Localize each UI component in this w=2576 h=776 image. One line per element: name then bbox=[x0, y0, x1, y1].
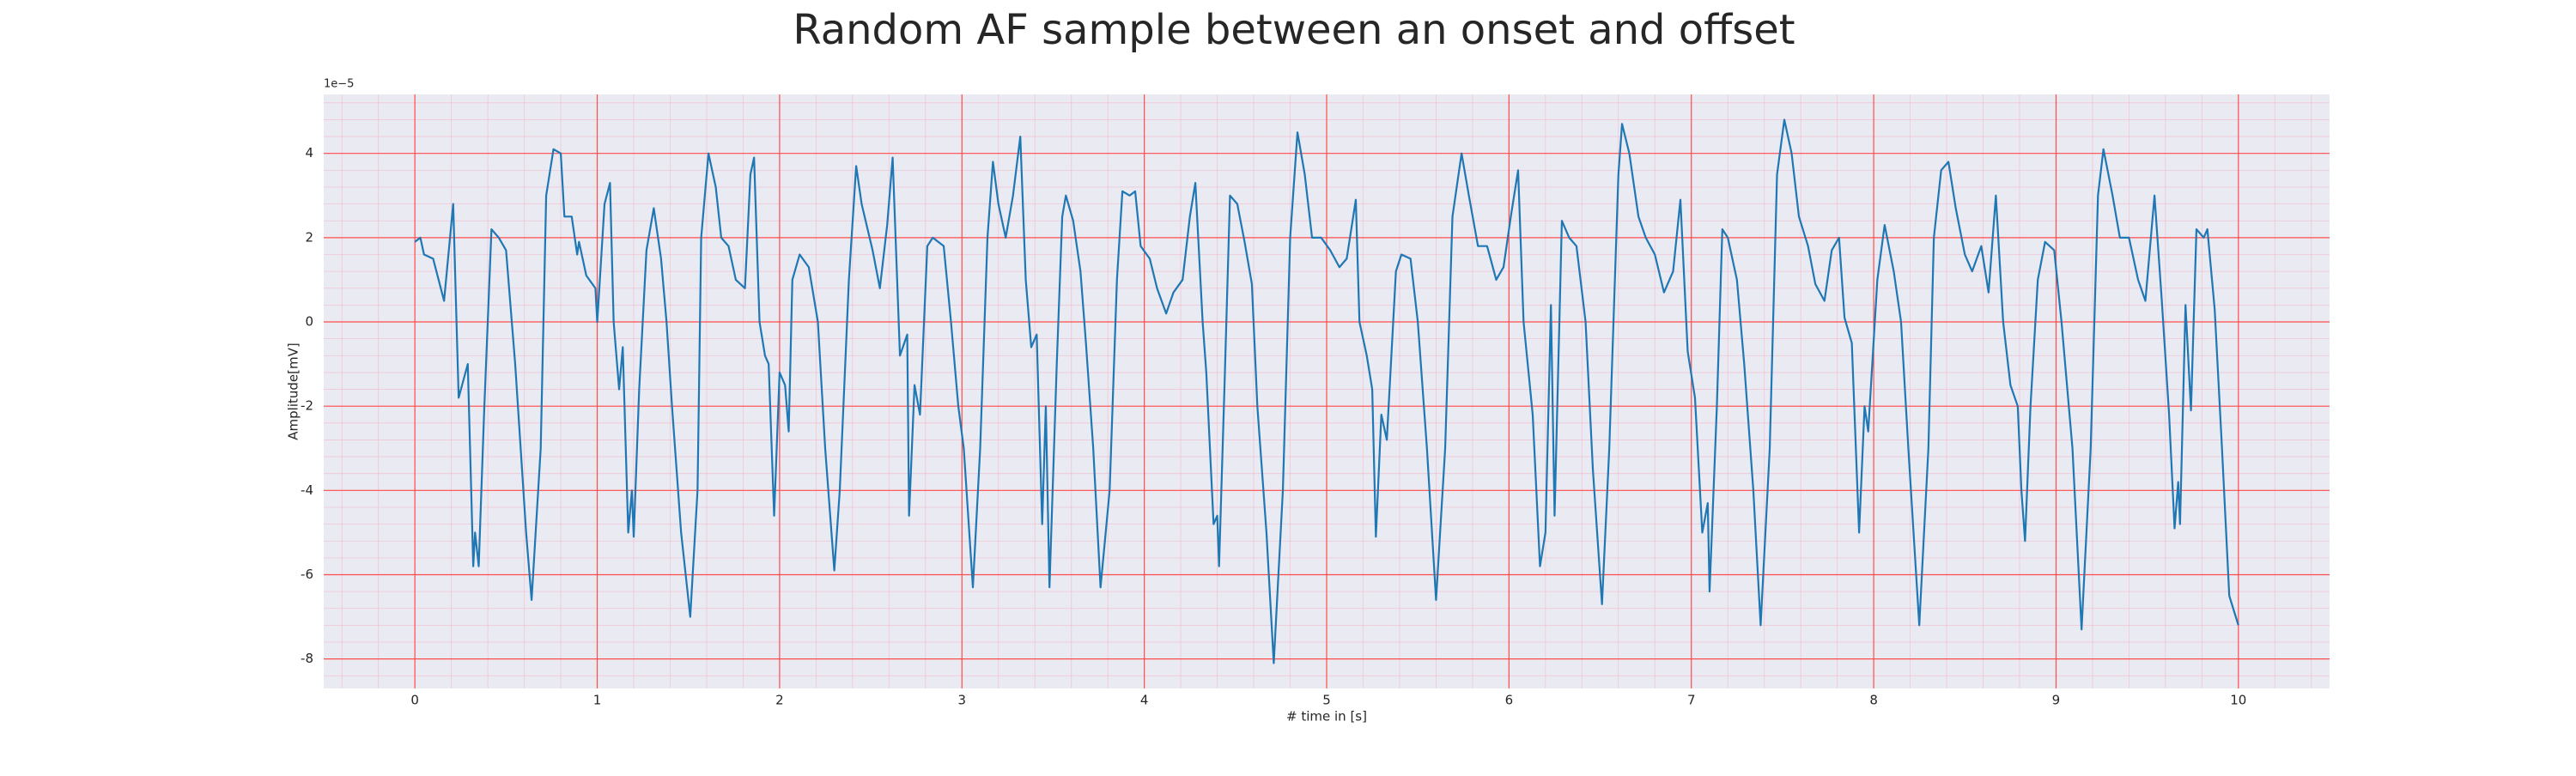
y-tick-label: 4 bbox=[305, 145, 313, 161]
y-tick-label: -4 bbox=[301, 482, 313, 498]
y-tick-label: -6 bbox=[301, 567, 313, 582]
x-tick-label: 0 bbox=[410, 693, 419, 708]
x-tick-label: 9 bbox=[2052, 693, 2061, 708]
x-axis-label: # time in [s] bbox=[1286, 709, 1367, 724]
x-tick-label: 8 bbox=[1869, 693, 1878, 708]
x-tick-label: 2 bbox=[775, 693, 784, 708]
y-tick-label: -2 bbox=[301, 398, 313, 414]
y-tick-label: -8 bbox=[301, 651, 313, 666]
y-tick-label: 2 bbox=[305, 229, 313, 245]
x-tick-label: 1 bbox=[593, 693, 602, 708]
signal-line bbox=[414, 118, 2239, 664]
chart-title: Random AF sample between an onset and of… bbox=[793, 6, 1795, 54]
x-tick-label: 4 bbox=[1140, 693, 1149, 708]
y-axis-label: Amplitude[mV] bbox=[286, 343, 301, 440]
y-offset-label: 1e−5 bbox=[324, 78, 354, 91]
x-tick-label: 7 bbox=[1687, 693, 1696, 708]
x-tick-label: 5 bbox=[1322, 693, 1331, 708]
x-tick-label: 3 bbox=[957, 693, 966, 708]
x-tick-label: 10 bbox=[2230, 693, 2246, 708]
x-tick-label: 6 bbox=[1505, 693, 1514, 708]
y-tick-label: 0 bbox=[305, 314, 313, 330]
